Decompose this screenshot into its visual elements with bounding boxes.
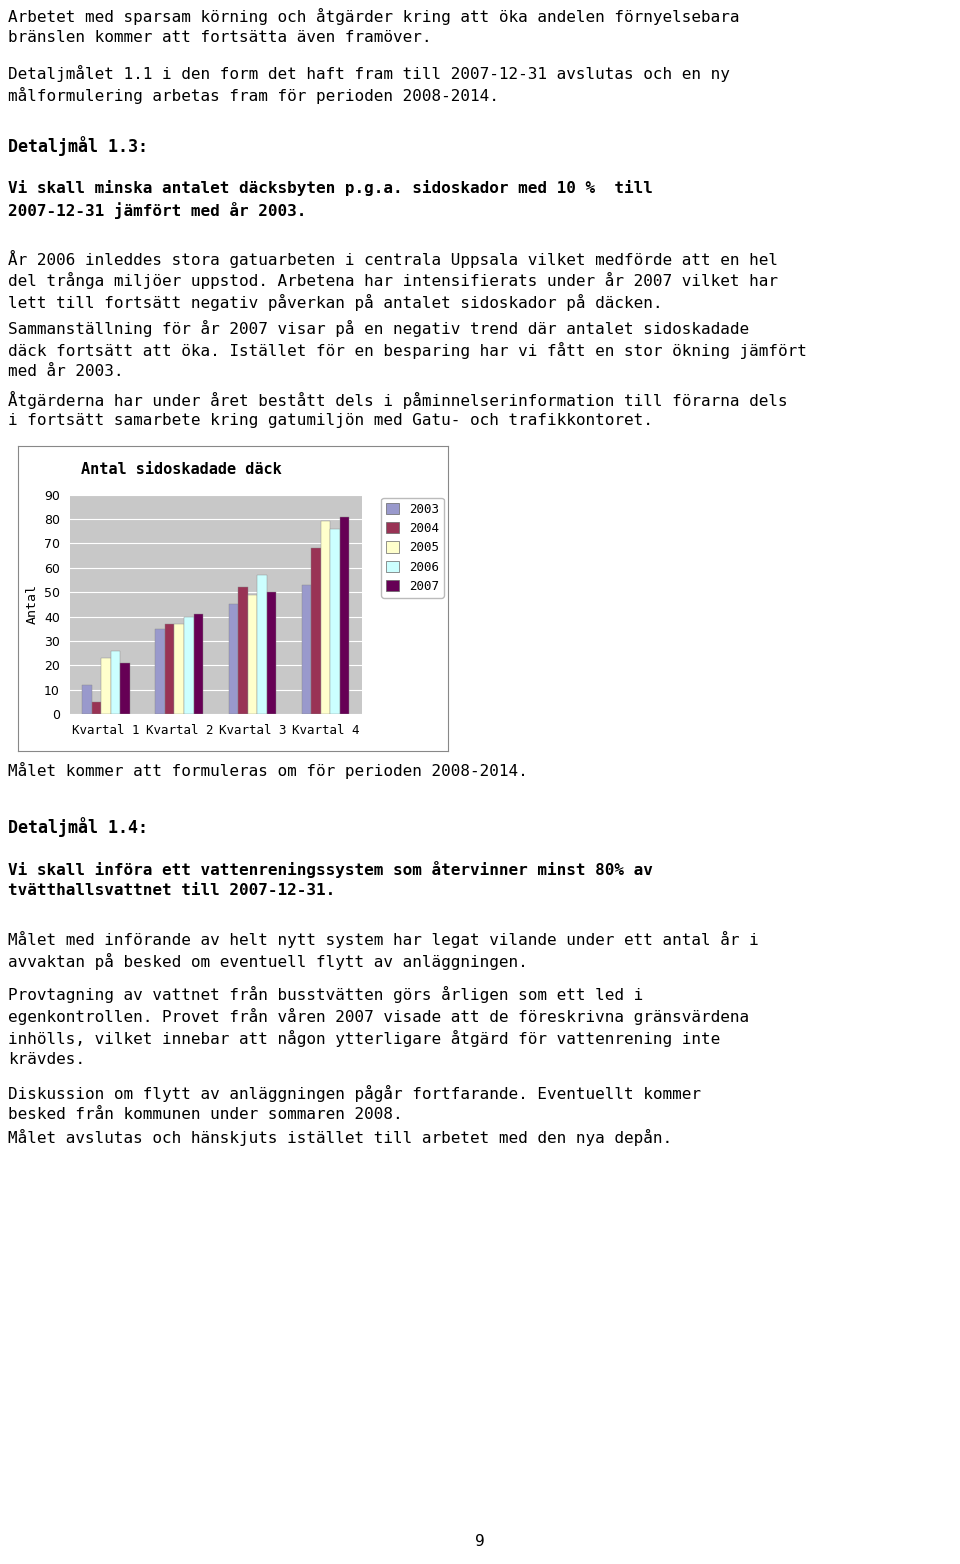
Legend: 2003, 2004, 2005, 2006, 2007: 2003, 2004, 2005, 2006, 2007: [381, 497, 444, 597]
Text: Antal sidoskadade däck: Antal sidoskadade däck: [81, 461, 282, 477]
Text: i fortsätt samarbete kring gatumiljön med Gatu- och trafikkontoret.: i fortsätt samarbete kring gatumiljön me…: [8, 413, 653, 429]
Text: Detaljmålet 1.1 i den form det haft fram till 2007-12-31 avslutas och en ny: Detaljmålet 1.1 i den form det haft fram…: [8, 66, 730, 83]
Bar: [238, 588, 248, 715]
Text: bränslen kommer att fortsätta även framöver.: bränslen kommer att fortsätta även framö…: [8, 30, 431, 45]
Text: tvätthallsvattnet till 2007-12-31.: tvätthallsvattnet till 2007-12-31.: [8, 882, 335, 898]
Text: Arbetet med sparsam körning och åtgärder kring att öka andelen förnyelsebara: Arbetet med sparsam körning och åtgärder…: [8, 8, 739, 25]
Y-axis label: Antal: Antal: [25, 585, 38, 624]
Text: Diskussion om flytt av anläggningen pågår fortfarande. Eventuellt kommer: Diskussion om flytt av anläggningen pågå…: [8, 1085, 701, 1103]
Text: Provtagning av vattnet från busstvätten görs årligen som ett led i: Provtagning av vattnet från busstvätten …: [8, 987, 643, 1003]
Bar: [194, 615, 203, 715]
Bar: [184, 616, 194, 715]
Text: del trånga miljöer uppstod. Arbetena har intensifierats under år 2007 vilket har: del trånga miljöer uppstod. Arbetena har…: [8, 272, 778, 289]
Bar: [311, 549, 321, 715]
Text: däck fortsätt att öka. Istället för en besparing har vi fått en stor ökning jämf: däck fortsätt att öka. Istället för en b…: [8, 343, 806, 360]
Bar: [257, 576, 267, 715]
Bar: [102, 658, 111, 715]
Bar: [156, 629, 165, 715]
Text: Detaljmål 1.4:: Detaljmål 1.4:: [8, 816, 148, 837]
Bar: [111, 651, 120, 715]
Text: Vi skall minska antalet däcksbyten p.g.a. sidoskador med 10 %  till: Vi skall minska antalet däcksbyten p.g.a…: [8, 180, 653, 196]
Text: egenkontrollen. Provet från våren 2007 visade att de föreskrivna gränsvärdena: egenkontrollen. Provet från våren 2007 v…: [8, 1009, 749, 1026]
Text: lett till fortsätt negativ påverkan på antalet sidoskador på däcken.: lett till fortsätt negativ påverkan på a…: [8, 294, 662, 311]
Bar: [228, 604, 238, 715]
Text: Sammanställning för år 2007 visar på en negativ trend där antalet sidoskadade: Sammanställning för år 2007 visar på en …: [8, 321, 749, 338]
Text: målformulering arbetas fram för perioden 2008-2014.: målformulering arbetas fram för perioden…: [8, 88, 499, 105]
Text: med år 2003.: med år 2003.: [8, 364, 124, 380]
Text: 9: 9: [475, 1534, 485, 1548]
Bar: [175, 624, 184, 715]
Bar: [83, 685, 92, 715]
Bar: [301, 585, 311, 715]
Text: inhölls, vilket innebar att någon ytterligare åtgärd för vattenrening inte: inhölls, vilket innebar att någon ytterl…: [8, 1031, 720, 1048]
Bar: [330, 529, 340, 715]
Text: Målet med införande av helt nytt system har legat vilande under ett antal år i: Målet med införande av helt nytt system …: [8, 931, 758, 948]
Text: Målet avslutas och hänskjuts istället till arbetet med den nya depån.: Målet avslutas och hänskjuts istället ti…: [8, 1129, 672, 1146]
Text: År 2006 inleddes stora gatuarbeten i centrala Uppsala vilket medförde att en hel: År 2006 inleddes stora gatuarbeten i cen…: [8, 250, 778, 267]
Bar: [340, 516, 349, 715]
Text: Detaljmål 1.3:: Detaljmål 1.3:: [8, 136, 148, 155]
Text: avvaktan på besked om eventuell flytt av anläggningen.: avvaktan på besked om eventuell flytt av…: [8, 952, 528, 970]
Text: Åtgärderna har under året bestått dels i påminnelserinformation till förarna del: Åtgärderna har under året bestått dels i…: [8, 391, 787, 408]
Text: krävdes.: krävdes.: [8, 1053, 85, 1067]
Bar: [165, 624, 175, 715]
Bar: [321, 521, 330, 715]
Text: 2007-12-31 jämfört med år 2003.: 2007-12-31 jämfört med år 2003.: [8, 202, 306, 219]
Bar: [120, 663, 130, 715]
Bar: [92, 702, 102, 715]
Text: Vi skall införa ett vattenreningssystem som återvinner minst 80% av: Vi skall införa ett vattenreningssystem …: [8, 860, 653, 877]
Text: Målet kommer att formuleras om för perioden 2008-2014.: Målet kommer att formuleras om för perio…: [8, 762, 528, 779]
Text: besked från kommunen under sommaren 2008.: besked från kommunen under sommaren 2008…: [8, 1107, 402, 1123]
Bar: [248, 594, 257, 715]
Bar: [267, 593, 276, 715]
